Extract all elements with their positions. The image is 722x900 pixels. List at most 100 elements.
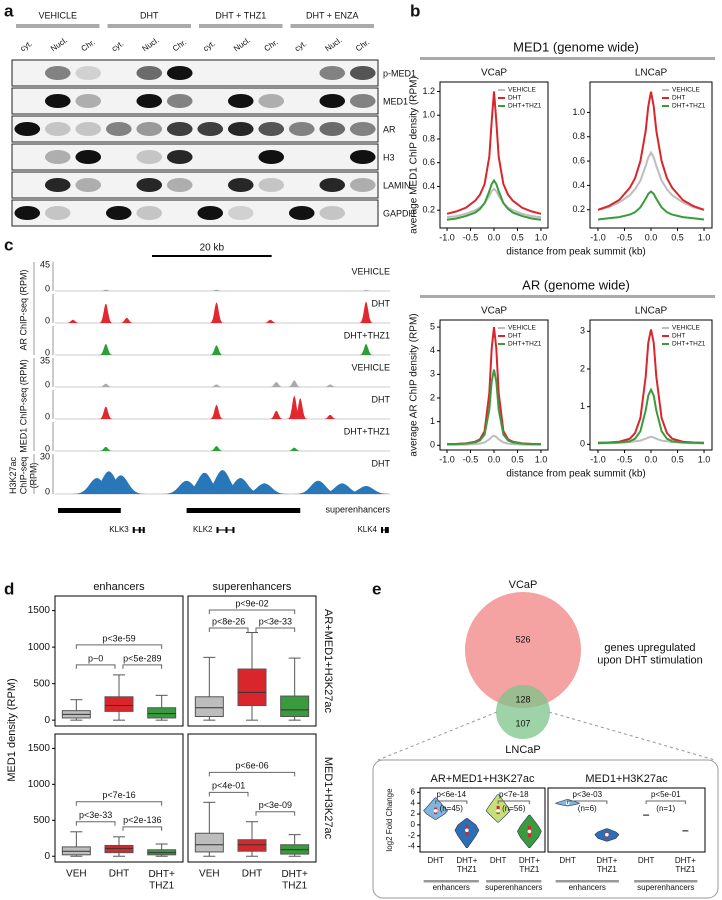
band [44,94,71,108]
panel-e-frame [372,759,719,899]
track-peak [289,480,347,494]
track-max-label: 45 [40,259,50,269]
track-peak [211,478,270,494]
group-label: enhancers [569,883,606,892]
band [227,94,254,108]
n-label: (n=6) [578,804,597,813]
series-line [447,434,541,446]
group-label: superenhancers [637,883,694,892]
band [14,150,40,164]
band [14,178,40,192]
panel-label: b [410,1,420,20]
comparison-bracket [208,771,296,777]
comparison-bracket [645,800,686,804]
track-peak [208,345,225,355]
y-tick-label: 0 [430,440,435,450]
band [75,150,102,164]
track-peak [268,382,285,387]
plot-frame [439,319,549,451]
group-bar [199,24,283,28]
series-line [597,329,705,444]
y-tick-label: 0.4 [422,181,435,191]
track-label: DHT [372,298,391,308]
legend-label: DHT+THZ1 [672,341,706,348]
y-tick-label: 0 [44,851,50,862]
track-peak [357,290,375,291]
chart-title: enhancers [93,581,145,593]
y-tick-label: -2 [408,831,416,840]
band [44,150,71,164]
venn-count: 107 [515,718,530,728]
track-peak [357,301,375,323]
panel-label: d [4,579,14,598]
track-zero-label: 0 [45,443,50,453]
superenhancer [186,508,301,513]
blot-row-label: H3 [383,152,395,162]
group-bar [423,880,479,883]
track-zero-label: 0 [45,411,50,421]
band [258,66,284,80]
venn-label: LNCaP [505,744,540,756]
x-tick-label: DHT [490,856,507,865]
gene-label: KLK2 [193,525,213,534]
blot-row [11,199,379,227]
x-tick-label: DHT+ THZ1 [675,856,696,874]
p-value: p<2e-136 [123,815,161,825]
chart-subtitle: LNCaP [635,68,668,79]
y-tick-label: 0.6 [572,155,585,165]
band [44,66,71,80]
legend-label: VEHICLE [672,325,700,332]
gene-exon [381,527,384,533]
track-peak [208,289,225,291]
y-tick-label: 3 [430,369,435,379]
band [166,122,193,136]
track-peak [208,446,225,451]
series-line [597,150,705,211]
comparison-bracket [75,801,163,806]
zoom-line [548,711,716,761]
legend-label: DHT+THZ1 [508,103,542,110]
band [227,206,254,220]
y-axis-label: average MED1 ChIP density (RPM) [409,76,420,234]
y-axis-label: average AR ChIP density (RPM) [409,313,420,456]
x-tick-label: -1.0 [590,232,606,242]
violin-median [496,808,500,813]
legend-label: VEHICLE [508,325,536,332]
legend-label: DHT [508,95,521,102]
band [44,122,71,136]
band [136,66,163,80]
track-zero-label: 0 [45,315,50,325]
band [197,122,224,136]
blot-row [11,143,379,171]
comparison-bracket [435,800,468,804]
y-tick-label: 0.2 [422,205,435,215]
band [319,206,346,220]
lane-label: cyt. [18,39,33,54]
band [319,66,346,80]
series-line [446,178,542,221]
legend-label: DHT+THZ1 [672,103,706,110]
blot-row [11,115,379,143]
x-tick-label: 1.0 [535,232,548,242]
group-bar [634,880,698,883]
track-peak [97,303,115,323]
plot-frame [547,787,706,853]
x-tick-label: 0.0 [488,232,501,242]
track-peak [175,472,234,494]
violin-median [433,808,438,813]
panel-label: c [4,235,13,254]
group-label: superenhancers [485,883,542,892]
y-tick-label: -4 [408,842,416,851]
venn-circle [496,685,550,739]
blot-group-label: DHT + THZ1 [215,10,266,20]
band [258,178,285,192]
chart-title: superenhancers [213,581,292,593]
x-tick-label: DHT+ THZ1 [148,869,175,892]
band [319,94,346,108]
band [288,122,315,136]
band [289,150,315,164]
x-tick-label: 1.0 [535,454,548,464]
x-tick-label: 0.0 [645,454,658,464]
